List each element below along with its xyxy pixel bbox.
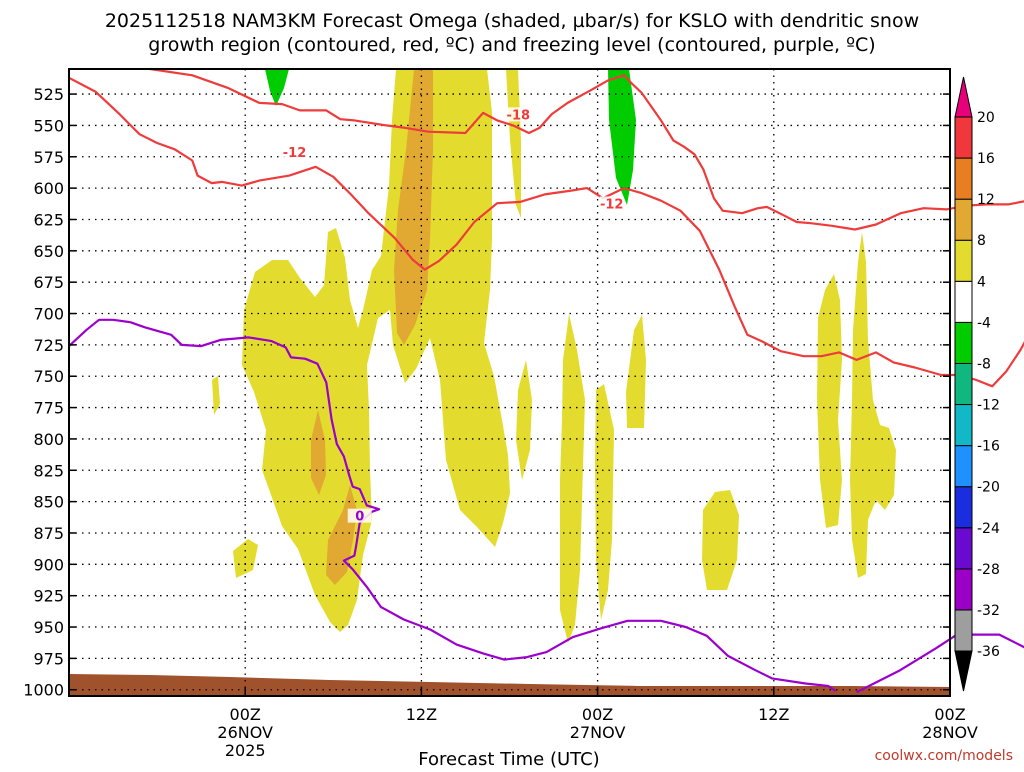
colorbar-label: 20 <box>977 110 995 126</box>
x-axis-title: Forecast Time (UTC) <box>418 749 599 768</box>
colorbar-label: -12 <box>977 398 1000 414</box>
omega-shade-orange-core <box>394 69 433 345</box>
colorbar-label: -36 <box>977 644 1000 660</box>
colorbar-label: 12 <box>977 192 995 208</box>
omega-shade-blob-f <box>850 232 896 578</box>
y-tick-label: 625 <box>33 210 64 229</box>
omega-shade-column-b <box>595 384 614 620</box>
colorbar-label: -24 <box>977 521 1000 537</box>
y-tick-label: 875 <box>33 524 64 543</box>
freezing-level-contour-east <box>856 633 1024 694</box>
colorbar-swatch <box>954 239 973 282</box>
colorbar-label: -32 <box>977 603 1000 619</box>
upward-motion-green-blob-1 <box>265 69 289 106</box>
x-tick-label: 2025 <box>225 741 266 760</box>
colorbar-swatch <box>954 527 973 570</box>
chart-title-line-1: 2025112518 NAM3KM Forecast Omega (shaded… <box>105 10 919 32</box>
colorbar: -36 -32 -28 -24 -20 -16 -12 -8 -4 4 8 12 16 20 <box>954 76 1000 692</box>
colorbar-swatch <box>954 116 973 159</box>
omega-shade-west-blob <box>233 539 258 578</box>
x-tick-label: 28NOV <box>922 723 978 742</box>
omega-shade-west-sliver <box>212 376 220 415</box>
colorbar-swatch <box>954 280 973 323</box>
contour-label-bg <box>347 508 372 523</box>
contour-label-bg <box>599 196 624 211</box>
y-tick-label: 1000 <box>23 681 64 700</box>
colorbar-swatch <box>954 486 973 529</box>
colorbar-swatch <box>954 321 973 364</box>
contour-label: 0 <box>355 510 364 525</box>
y-tick-label: 900 <box>33 555 64 574</box>
omega-shade-column-c <box>626 315 646 428</box>
omega-shade-main <box>242 69 510 632</box>
omega-shading <box>212 69 896 643</box>
colorbar-label: 16 <box>977 151 995 167</box>
colorbar-label: -20 <box>977 480 1000 496</box>
dgz-isotherm-minus18 <box>149 67 1024 231</box>
x-tick-label: 00Z <box>582 705 613 724</box>
colorbar-swatch <box>954 404 973 447</box>
credit-text: coolwx.com/models <box>875 748 1013 764</box>
y-tick-label: 725 <box>33 336 64 355</box>
x-tick-label: 00Z <box>230 705 261 724</box>
omega-shade-orange-mid <box>311 410 326 495</box>
omega-shade-blob-d <box>702 490 739 590</box>
omega-shade-mid-column <box>560 314 585 643</box>
y-tick-label: 800 <box>33 430 64 449</box>
terrain-surface <box>69 674 950 696</box>
x-tick-label: 26NOV <box>217 723 273 742</box>
x-tick-label: 00Z <box>934 705 965 724</box>
colorbar-swatch <box>954 157 973 200</box>
y-tick-label: 700 <box>33 305 64 324</box>
y-tick-label: 550 <box>33 116 64 135</box>
colorbar-swatch <box>954 568 973 611</box>
y-tick-label: 750 <box>33 367 64 386</box>
contour-labels: -18 -12 -12 0 <box>282 107 624 525</box>
upward-motion-green-blob-2 <box>608 69 636 205</box>
colorbar-label: -16 <box>977 439 1000 455</box>
colorbar-label: 4 <box>977 274 986 290</box>
y-tick-label: 950 <box>33 618 64 637</box>
dgz-isotherm-minus12 <box>68 76 1024 388</box>
y-tick-label: 600 <box>33 179 64 198</box>
y-tick-label: 775 <box>33 399 64 418</box>
y-tick-label: 525 <box>33 85 64 104</box>
y-tick-label: 825 <box>33 461 64 480</box>
colorbar-swatch <box>954 198 973 241</box>
y-axis: 525 550 575 600 625 650 675 700 725 750 775 800 825 8… <box>23 85 950 700</box>
contour-label-bg <box>282 145 307 160</box>
colorbar-arrow-high <box>954 76 973 118</box>
y-tick-label: 675 <box>33 273 64 292</box>
omega-shade-blob-e <box>817 274 842 528</box>
omega-shade-thin-column <box>516 360 532 480</box>
x-tick-label: 12Z <box>406 705 437 724</box>
colorbar-label: 8 <box>977 233 986 249</box>
colorbar-swatch <box>954 362 973 406</box>
contour-label: -12 <box>600 197 624 212</box>
plot-frame <box>68 68 951 697</box>
x-tick-label: 27NOV <box>570 723 626 742</box>
colorbar-swatch <box>954 609 973 652</box>
x-tick-label: 12Z <box>758 705 789 724</box>
colorbar-swatch <box>954 445 973 488</box>
y-tick-label: 650 <box>33 242 64 261</box>
y-tick-label: 925 <box>33 587 64 606</box>
y-tick-label: 575 <box>33 148 64 167</box>
contour-label-bg <box>506 107 531 122</box>
omega-shade-upper-finger <box>506 69 521 218</box>
colorbar-label: -8 <box>977 356 991 372</box>
contour-label: -12 <box>283 146 307 161</box>
colorbar-arrow-low <box>954 650 973 692</box>
y-tick-label: 975 <box>33 649 64 668</box>
colorbar-label: -28 <box>977 562 1000 578</box>
chart-title-line-2: growth region (contoured, red, ºC) and f… <box>148 34 875 56</box>
colorbar-label: -4 <box>977 315 991 331</box>
y-tick-label: 850 <box>33 493 64 512</box>
contour-label: -18 <box>507 108 531 123</box>
